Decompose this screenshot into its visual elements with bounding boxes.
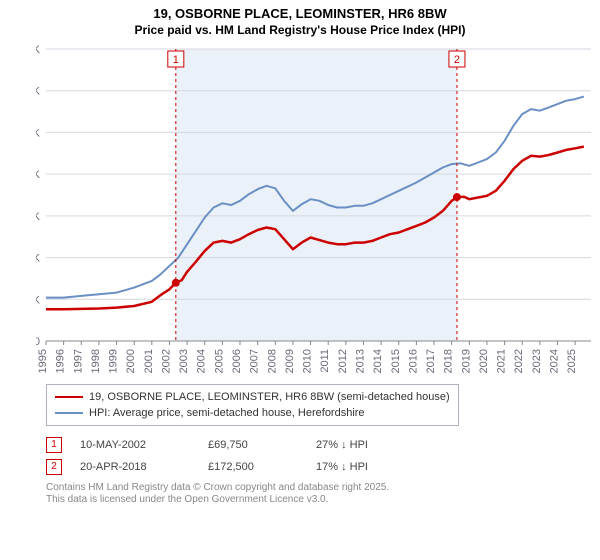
svg-text:2017: 2017 — [425, 349, 437, 373]
chart-title-line1: 19, OSBORNE PLACE, LEOMINSTER, HR6 8BW — [0, 0, 600, 23]
svg-text:2001: 2001 — [143, 349, 155, 373]
svg-text:£50K: £50K — [36, 294, 41, 306]
svg-text:2003: 2003 — [178, 349, 190, 373]
table-row: 2 20-APR-2018 £172,500 17% ↓ HPI — [46, 456, 600, 478]
svg-text:2021: 2021 — [496, 349, 508, 373]
footer-line1: Contains HM Land Registry data © Crown c… — [46, 482, 600, 495]
svg-text:1996: 1996 — [55, 349, 67, 373]
svg-text:2006: 2006 — [231, 349, 243, 373]
svg-text:£200K: £200K — [36, 169, 41, 181]
chart-plot: £0 £50K £100K £150K £200K £250K £300K £350K 1995… — [36, 41, 596, 376]
legend-item-property: 19, OSBORNE PLACE, LEOMINSTER, HR6 8BW (… — [55, 389, 450, 405]
svg-text:1998: 1998 — [90, 349, 102, 373]
svg-text:£300K: £300K — [36, 86, 41, 98]
row-badge: 1 — [46, 437, 62, 453]
legend-swatch-hpi — [55, 412, 83, 414]
svg-text:1997: 1997 — [72, 349, 84, 373]
svg-text:2002: 2002 — [160, 349, 172, 373]
svg-text:2009: 2009 — [284, 349, 296, 373]
svg-text:1999: 1999 — [108, 349, 120, 373]
svg-text:1995: 1995 — [37, 349, 49, 373]
svg-text:2: 2 — [454, 54, 460, 66]
table-row: 1 10-MAY-2002 £69,750 27% ↓ HPI — [46, 434, 600, 456]
svg-text:2018: 2018 — [443, 349, 455, 373]
chart-title-line2: Price paid vs. HM Land Registry's House … — [0, 23, 600, 41]
svg-text:2005: 2005 — [213, 349, 225, 373]
svg-text:2015: 2015 — [390, 349, 402, 373]
footer-line2: This data is licensed under the Open Gov… — [46, 494, 600, 507]
svg-text:2004: 2004 — [196, 349, 208, 373]
legend-label-property: 19, OSBORNE PLACE, LEOMINSTER, HR6 8BW (… — [89, 389, 450, 405]
chart-container: 19, OSBORNE PLACE, LEOMINSTER, HR6 8BW P… — [0, 0, 600, 560]
svg-text:2011: 2011 — [319, 349, 331, 373]
svg-text:£150K: £150K — [36, 211, 41, 223]
svg-text:£100K: £100K — [36, 252, 41, 264]
sale-date: 20-APR-2018 — [80, 456, 190, 478]
svg-text:2022: 2022 — [513, 349, 525, 373]
footer: Contains HM Land Registry data © Crown c… — [46, 482, 600, 507]
row-badge: 2 — [46, 459, 62, 475]
svg-text:2008: 2008 — [266, 349, 278, 373]
svg-text:2024: 2024 — [548, 349, 560, 373]
svg-text:2019: 2019 — [460, 349, 472, 373]
sale-diff: 17% ↓ HPI — [316, 456, 426, 478]
svg-text:2020: 2020 — [478, 349, 490, 373]
sale-diff: 27% ↓ HPI — [316, 434, 426, 456]
svg-text:2007: 2007 — [249, 349, 261, 373]
sales-table: 1 10-MAY-2002 £69,750 27% ↓ HPI 2 20-APR… — [46, 434, 600, 478]
svg-text:2013: 2013 — [354, 349, 366, 373]
legend-item-hpi: HPI: Average price, semi-detached house,… — [55, 405, 450, 421]
legend-swatch-property — [55, 396, 83, 398]
svg-text:2014: 2014 — [372, 349, 384, 373]
svg-text:1: 1 — [173, 54, 179, 66]
svg-text:2012: 2012 — [337, 349, 349, 373]
sale-price: £69,750 — [208, 434, 298, 456]
svg-text:2010: 2010 — [302, 349, 314, 373]
legend: 19, OSBORNE PLACE, LEOMINSTER, HR6 8BW (… — [46, 384, 459, 426]
svg-text:2025: 2025 — [566, 349, 578, 373]
sale-price: £172,500 — [208, 456, 298, 478]
svg-text:2016: 2016 — [407, 349, 419, 373]
svg-text:2023: 2023 — [531, 349, 543, 373]
svg-text:£250K: £250K — [36, 127, 41, 139]
svg-text:2000: 2000 — [125, 349, 137, 373]
sale-date: 10-MAY-2002 — [80, 434, 190, 456]
svg-text:£350K: £350K — [36, 44, 41, 56]
svg-text:£0: £0 — [36, 336, 40, 348]
legend-label-hpi: HPI: Average price, semi-detached house,… — [89, 405, 365, 421]
